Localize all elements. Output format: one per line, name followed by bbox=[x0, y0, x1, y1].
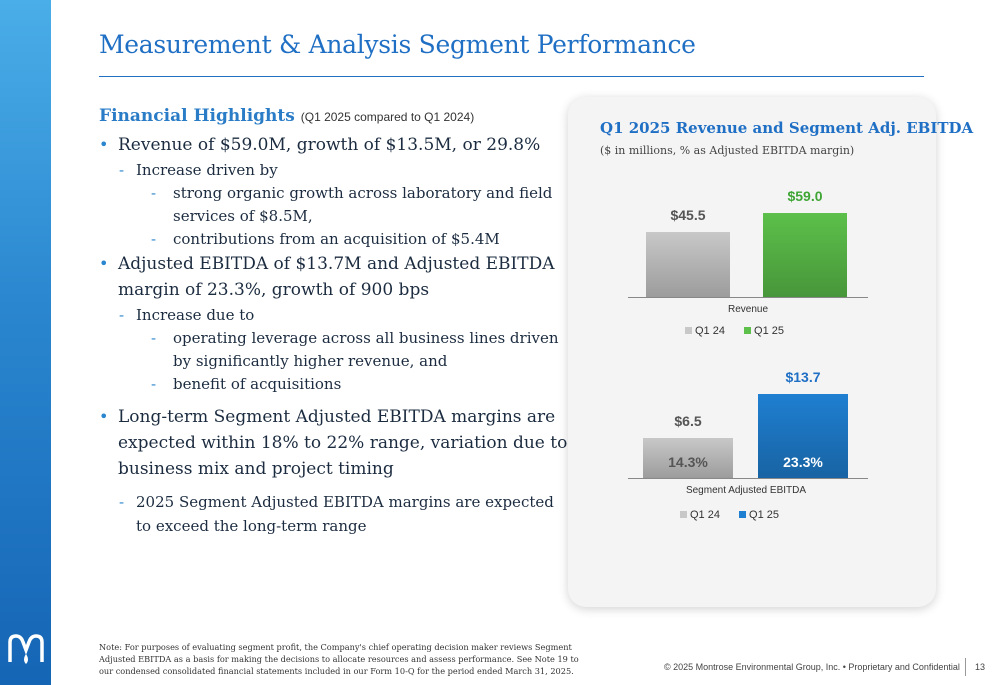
bullet-2025-outlook: 2025 Segment Adjusted EBITDA margins are… bbox=[99, 490, 569, 538]
legend-swatch-blue bbox=[739, 511, 747, 518]
bullet-operating-leverage: operating leverage across all business l… bbox=[99, 327, 569, 373]
legend-item-q1-24: Q1 24 bbox=[685, 325, 725, 337]
revenue-legend: Q1 24 Q1 25 bbox=[685, 325, 784, 337]
legend-item-q1-25: Q1 25 bbox=[739, 509, 779, 521]
ebitda-value-q1-25: $13.7 bbox=[785, 369, 821, 385]
bullet-ebitda-driver: Increase due to bbox=[99, 303, 569, 327]
highlights-subtitle: (Q1 2025 compared to Q1 2024) bbox=[300, 110, 475, 124]
legend-label: Q1 24 bbox=[690, 509, 720, 521]
legend-swatch-gray bbox=[680, 511, 687, 518]
bullet-acquisition-contribution: contributions from an acquisition of $5.… bbox=[99, 228, 569, 251]
chart-subtitle: ($ in millions, % as Adjusted EBITDA mar… bbox=[600, 144, 855, 157]
footer-divider bbox=[965, 658, 966, 676]
bullet-revenue: Revenue of $59.0M, growth of $13.5M, or … bbox=[99, 132, 569, 158]
bullet-long-term-margins: Long-term Segment Adjusted EBITDA margin… bbox=[99, 404, 569, 482]
page-title: Measurement & Analysis Segment Performan… bbox=[99, 30, 696, 59]
legend-swatch-gray bbox=[685, 327, 692, 334]
legend-swatch-green bbox=[744, 327, 752, 334]
highlights-heading: Financial Highlights (Q1 2025 compared t… bbox=[99, 106, 569, 126]
ebitda-value-q1-24: $6.5 bbox=[674, 413, 702, 430]
bullet-acquisitions-benefit: benefit of acquisitions bbox=[99, 373, 569, 396]
copyright-footer: © 2025 Montrose Environmental Group, Inc… bbox=[664, 662, 960, 672]
revenue-axis-line bbox=[628, 297, 868, 298]
revenue-axis-title: Revenue bbox=[727, 304, 769, 315]
ebitda-legend: Q1 24 Q1 25 bbox=[680, 509, 779, 521]
chart-title: Q1 2025 Revenue and Segment Adj. EBITDA bbox=[600, 119, 974, 137]
revenue-value-q1-24: $45.5 bbox=[670, 207, 706, 224]
legend-item-q1-25: Q1 25 bbox=[744, 325, 784, 337]
page-number: 13 bbox=[975, 662, 986, 672]
footnote: Note: For purposes of evaluating segment… bbox=[99, 642, 579, 676]
ebitda-bar-q1-25 bbox=[758, 394, 848, 478]
ebitda-margin-q1-25: 23.3% bbox=[783, 454, 823, 470]
legend-label: Q1 24 bbox=[695, 325, 725, 337]
bullet-revenue-driver: Increase driven by bbox=[99, 158, 569, 182]
ebitda-bar-q1-24 bbox=[643, 438, 733, 478]
ebitda-axis-title: Segment Adjusted EBITDA bbox=[685, 485, 807, 496]
highlights-title: Financial Highlights bbox=[99, 106, 295, 126]
montrose-logo-icon bbox=[8, 634, 44, 664]
bullet-organic-growth: strong organic growth across laboratory … bbox=[99, 182, 569, 228]
financial-highlights: Financial Highlights (Q1 2025 compared t… bbox=[99, 106, 569, 538]
legend-label: Q1 25 bbox=[749, 509, 779, 521]
side-brand-bar bbox=[0, 0, 51, 685]
revenue-bar-q1-24 bbox=[646, 232, 730, 297]
ebitda-axis-line bbox=[628, 478, 868, 479]
legend-label: Q1 25 bbox=[754, 325, 784, 337]
chart-panel: Q1 2025 Revenue and Segment Adj. EBITDA … bbox=[568, 97, 973, 607]
revenue-bar-q1-25 bbox=[763, 213, 847, 297]
title-divider bbox=[99, 76, 924, 77]
ebitda-margin-q1-24: 14.3% bbox=[668, 454, 708, 470]
legend-item-q1-24: Q1 24 bbox=[680, 509, 720, 521]
revenue-value-q1-25: $59.0 bbox=[787, 188, 823, 204]
bullet-adjusted-ebitda: Adjusted EBITDA of $13.7M and Adjusted E… bbox=[99, 251, 569, 303]
